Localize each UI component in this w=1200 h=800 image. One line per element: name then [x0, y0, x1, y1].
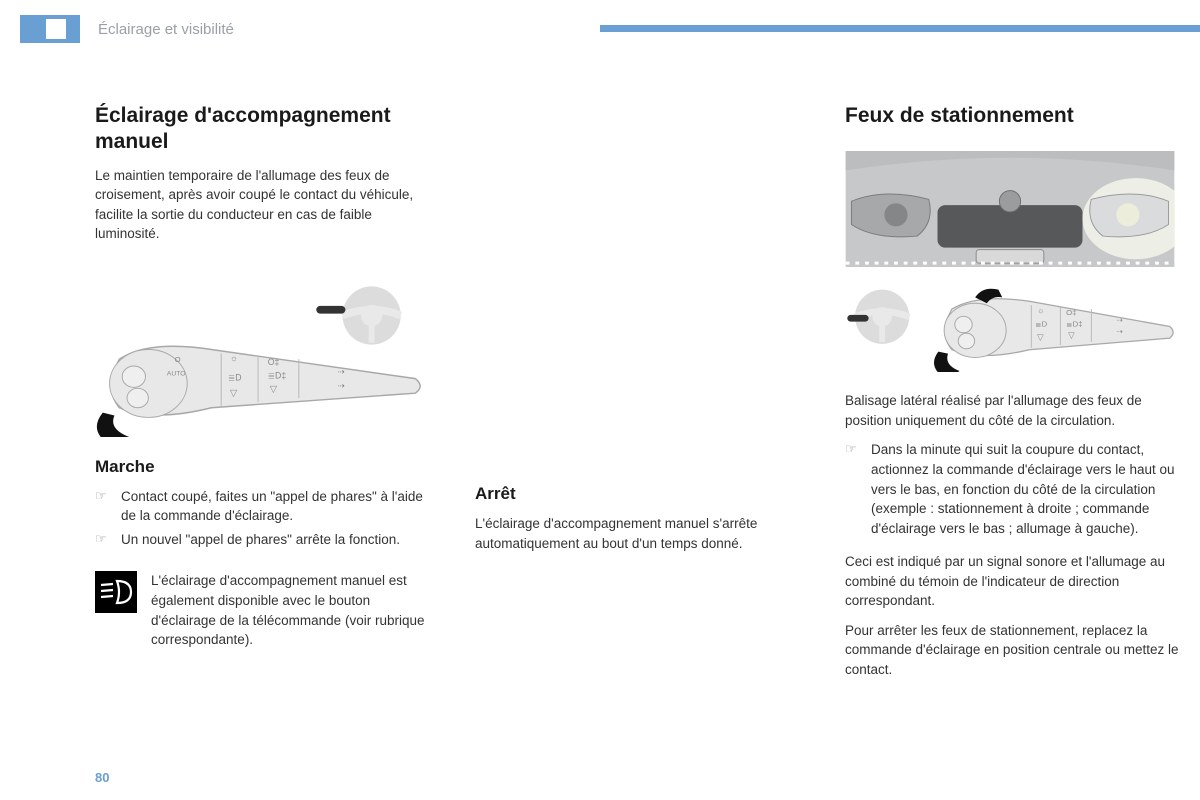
bullet-list-marche: Contact coupé, faites un "appel de phare…: [95, 487, 425, 550]
column-middle: Arrêt L'éclairage d'accompagnement manue…: [475, 103, 795, 690]
svg-text:▽: ▽: [1037, 332, 1044, 342]
headlamp-icon: [95, 571, 137, 613]
svg-text:▽: ▽: [270, 384, 278, 395]
list-item: Un nouvel "appel de phares" arrête la fo…: [95, 530, 425, 550]
svg-text:O: O: [175, 355, 181, 364]
figure-stalk-left: O AUTO ☼ ≣D ▽ O‡ ≣D‡ ▽ ⇢ ⇢: [95, 262, 425, 437]
figure-car-front: [845, 151, 1185, 272]
content-area: Éclairage d'accompagnement manuel Le mai…: [0, 53, 1200, 690]
svg-text:≣D‡: ≣D‡: [268, 370, 287, 380]
figure-stalk-right: ☼ ≣D ▽ O‡ ≣D‡ ▽ ⇢ ⇢: [845, 280, 1185, 377]
para-signal: Ceci est indiqué par un signal sonore et…: [845, 552, 1185, 611]
para-stop: Pour arrêter les feux de stationnement, …: [845, 621, 1185, 680]
note-text: L'éclairage d'accompagnement manuel est …: [151, 571, 425, 649]
svg-text:≣D: ≣D: [1035, 320, 1047, 329]
svg-text:AUTO: AUTO: [167, 370, 186, 377]
header-accent-bar: [600, 25, 1200, 32]
page-header: Éclairage et visibilité: [0, 0, 1200, 53]
column-left: Éclairage d'accompagnement manuel Le mai…: [95, 103, 425, 690]
svg-text:⇢: ⇢: [1117, 327, 1124, 336]
note-block: L'éclairage d'accompagnement manuel est …: [95, 571, 425, 649]
intro-right: Balisage latéral réalisé par l'allumage …: [845, 391, 1185, 430]
section-title: Éclairage et visibilité: [98, 21, 234, 38]
svg-text:☼: ☼: [230, 353, 238, 363]
svg-text:O‡: O‡: [1066, 308, 1076, 317]
heading-arret: Arrêt: [475, 484, 795, 504]
bullet-list-feux: Dans la minute qui suit la coupure du co…: [845, 440, 1185, 538]
page-number: 80: [95, 770, 109, 785]
svg-text:▽: ▽: [1068, 330, 1075, 340]
body-arret: L'éclairage d'accompagnement manuel s'ar…: [475, 514, 795, 553]
svg-text:O‡: O‡: [268, 357, 280, 367]
list-item: Dans la minute qui suit la coupure du co…: [845, 440, 1185, 538]
svg-text:☼: ☼: [1037, 306, 1044, 315]
intro-left: Le maintien temporaire de l'allumage des…: [95, 166, 425, 244]
svg-text:≣D: ≣D: [228, 372, 242, 382]
svg-text:▽: ▽: [230, 388, 238, 399]
heading-eclairage: Éclairage d'accompagnement manuel: [95, 103, 425, 156]
svg-text:≣D‡: ≣D‡: [1066, 320, 1082, 329]
header-tab-icon: [20, 15, 80, 43]
heading-marche: Marche: [95, 457, 425, 477]
svg-text:⇢: ⇢: [338, 380, 346, 390]
heading-feux: Feux de stationnement: [845, 103, 1185, 129]
svg-text:⇢: ⇢: [1117, 316, 1124, 325]
column-right: Feux de stationnement: [845, 103, 1185, 690]
svg-text:⇢: ⇢: [338, 366, 346, 376]
list-item: Contact coupé, faites un "appel de phare…: [95, 487, 425, 526]
